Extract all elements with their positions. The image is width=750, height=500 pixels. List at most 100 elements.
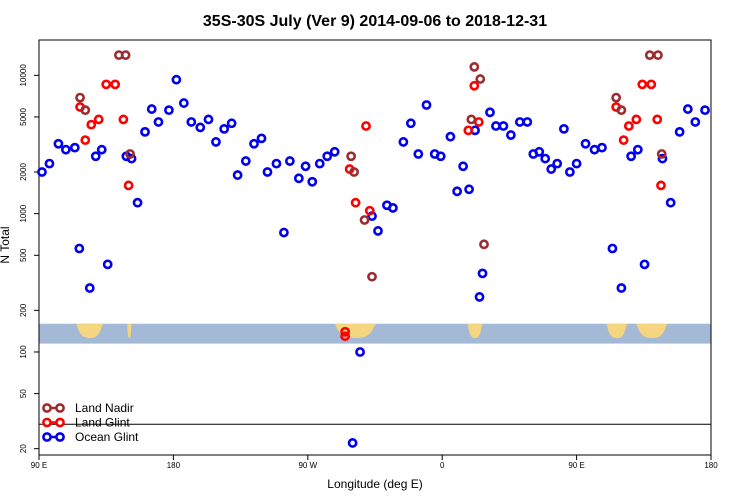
land-glint-point xyxy=(110,79,121,90)
ocean-glint-point xyxy=(690,117,701,127)
legend-marker-land-nadir xyxy=(55,403,65,413)
ocean-glint-point xyxy=(477,268,488,279)
ocean-glint-point xyxy=(69,142,80,153)
x-tick-label: 0 xyxy=(440,461,445,470)
land-glint-point xyxy=(469,80,480,91)
land-nadir-point xyxy=(80,105,91,116)
chart-title: 35S-30S July (Ver 9) 2014-09-06 to 2018-… xyxy=(203,13,547,30)
ocean-glint-point xyxy=(564,167,575,177)
land-glint-point xyxy=(652,114,663,125)
land-nadir-point xyxy=(466,114,477,125)
ocean-glint-point xyxy=(452,186,463,197)
y-tick-label: 2000 xyxy=(19,163,28,181)
y-tick-label: 5000 xyxy=(19,108,28,126)
land-glint-point xyxy=(618,135,629,146)
ocean-glint-point xyxy=(219,123,230,134)
land-nadir-point xyxy=(616,105,627,116)
land-nadir-point xyxy=(644,50,655,60)
land-glint-point xyxy=(340,331,351,342)
ocean-glint-point xyxy=(329,146,340,157)
ocean-glint-point xyxy=(44,158,55,169)
ocean-glint-point xyxy=(256,133,267,144)
ocean-glint-point xyxy=(126,153,137,164)
x-tick-label: 90 E xyxy=(31,461,47,470)
ocean-glint-point xyxy=(597,142,607,153)
land-glint-point xyxy=(350,197,361,208)
plot-area xyxy=(39,323,711,425)
land-glint-point xyxy=(80,135,91,146)
ocean-glint-point xyxy=(284,156,295,166)
ocean-glint-point xyxy=(413,149,424,159)
plot-frame xyxy=(38,39,712,456)
axes: 90 E 180 90 W 0 90 E 180 20 50 100 200 500 1000 2000… xyxy=(19,39,718,470)
ocean-glint-point xyxy=(90,151,101,162)
ocean-glint-point xyxy=(398,137,409,147)
ocean-glint-point xyxy=(262,167,273,177)
land-glint-point xyxy=(86,119,97,130)
ocean-glint-point xyxy=(307,176,318,187)
land-patch xyxy=(76,323,104,339)
ocean-glint-point xyxy=(102,259,113,270)
y-axis-label: N Total xyxy=(0,226,12,263)
ocean-glint-point xyxy=(546,164,557,174)
land-nadir-point xyxy=(656,149,667,159)
ocean-glint-point xyxy=(665,197,676,208)
ocean-glint-point xyxy=(474,292,485,302)
ocean-glint-point xyxy=(279,227,289,238)
ocean-glint-point xyxy=(186,117,197,127)
land-glint-point xyxy=(123,180,134,191)
x-tick-label: 90 E xyxy=(568,461,584,470)
legend-marker-land-nadir xyxy=(42,403,52,413)
land-glint-point xyxy=(637,79,648,90)
ocean-glint-point xyxy=(195,122,206,133)
ocean-glint-point xyxy=(458,161,469,172)
ocean-glint-point xyxy=(53,138,64,149)
ocean-glint-point xyxy=(505,130,516,140)
land-nadir-point xyxy=(120,50,131,60)
ocean-glint-point xyxy=(132,197,143,208)
land-nadir-point xyxy=(367,271,377,282)
y-tick-label: 10000 xyxy=(19,64,28,87)
land-patch xyxy=(606,323,628,339)
ocean-glint-point xyxy=(271,158,282,169)
ocean-glint-point xyxy=(534,146,545,157)
legend-marker-land-glint xyxy=(42,417,52,428)
land-glint-point xyxy=(101,79,112,90)
land-nadir-point xyxy=(349,167,359,177)
ocean-glint-point xyxy=(700,105,710,116)
ocean-glint-point xyxy=(140,126,150,137)
ocean-glint-point xyxy=(616,283,627,293)
land-glint-point xyxy=(364,205,375,216)
ocean-glint-point xyxy=(84,283,95,293)
ocean-glint-point xyxy=(580,138,591,149)
ocean-glint-point xyxy=(211,137,221,147)
y-tick-label: 500 xyxy=(19,248,28,262)
ocean-glint-point xyxy=(632,144,643,155)
land-glint-point xyxy=(473,117,484,127)
ocean-glint-point xyxy=(96,144,107,155)
legend-label-ocean-glint: Ocean Glint xyxy=(75,430,139,444)
land-nadir-point xyxy=(475,74,486,84)
ocean-glint-point xyxy=(146,104,157,114)
ocean-glint-point xyxy=(498,121,509,131)
ocean-glint-point xyxy=(485,107,495,118)
y-tick-label: 50 xyxy=(19,389,28,398)
legend-marker-ocean-glint xyxy=(42,432,52,442)
ocean-glint-point xyxy=(405,118,416,129)
ocean-glint-point xyxy=(674,126,685,137)
ocean-glint-point xyxy=(514,117,525,127)
ocean-glint-point xyxy=(571,158,582,169)
ocean-glint-point xyxy=(240,156,251,166)
y-tick-label: 1000 xyxy=(19,204,28,222)
land-glint-point xyxy=(623,121,634,131)
land-glint-point xyxy=(361,121,371,131)
land-glint-point xyxy=(340,326,351,337)
y-tick-label: 20 xyxy=(19,444,28,453)
land-nadir-point xyxy=(653,50,663,60)
ocean-glint-point xyxy=(522,117,533,127)
ocean-glint-point xyxy=(249,138,259,149)
latitude-band xyxy=(39,323,711,344)
ocean-glint-point xyxy=(355,347,365,357)
ocean-glint-point xyxy=(164,105,174,116)
